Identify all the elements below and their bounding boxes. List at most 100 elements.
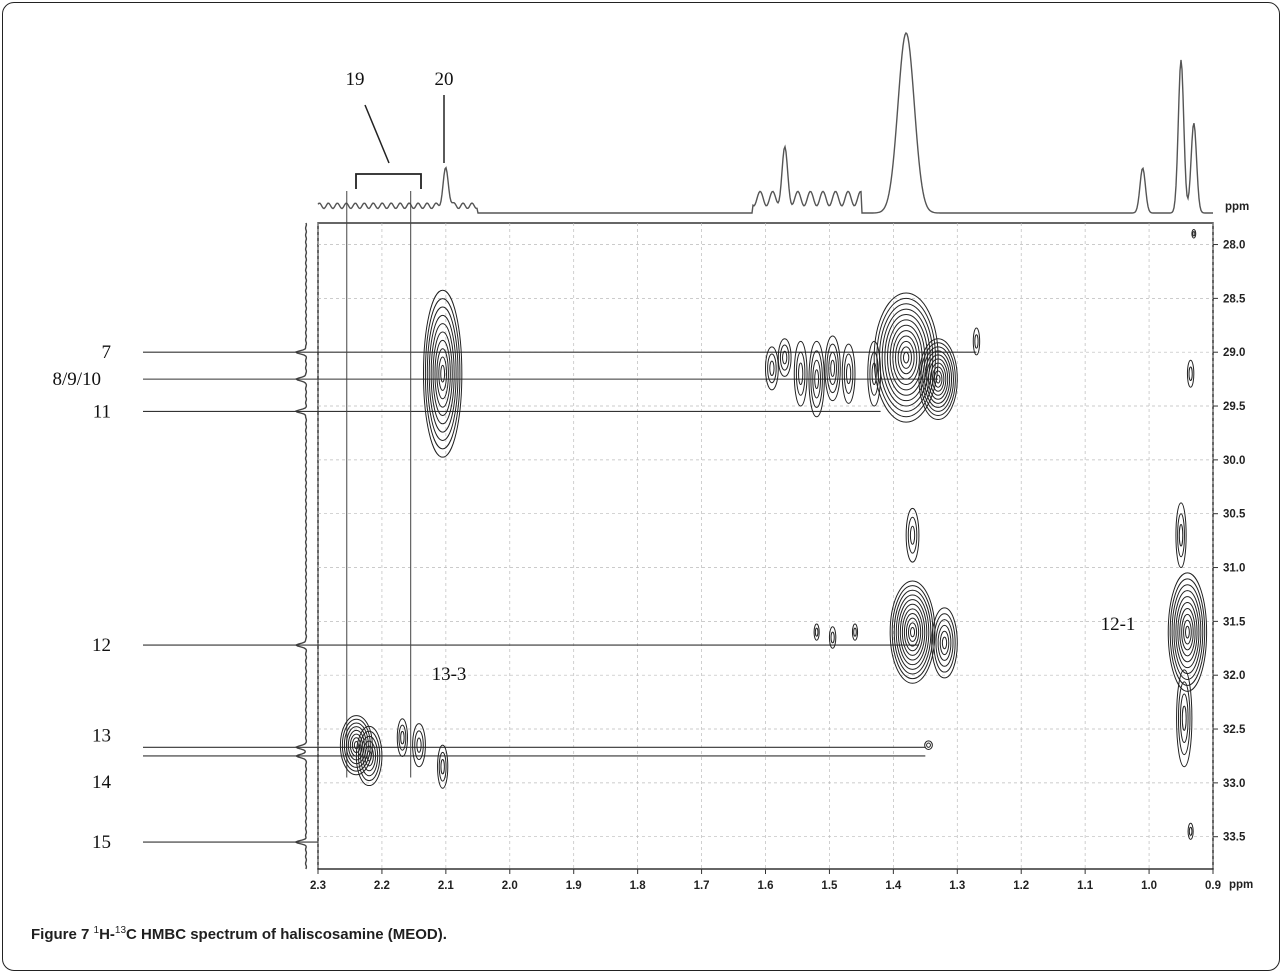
cross-peak [931, 607, 958, 679]
contour-ring [1185, 625, 1190, 639]
contour-ring [430, 323, 455, 425]
contour-ring [438, 751, 447, 782]
y-axis: 28.0 28.5 29.0 29.5 30.0 30.5 31.0 31.5 32.0 32.5… [1213, 240, 1246, 844]
contour-ring [928, 358, 949, 400]
cross-peak [824, 335, 841, 402]
x-tick-label: 1.3 [949, 880, 965, 892]
x-tick-label: 1.4 [885, 880, 902, 892]
x-tick-label: 2.1 [438, 880, 455, 892]
contour-ring [432, 331, 453, 416]
contour-ring [1187, 822, 1194, 840]
contour-ring [895, 594, 930, 670]
contour-ring [343, 722, 369, 768]
cross-peaks [339, 228, 1208, 840]
x-tick-label: 1.0 [1141, 880, 1157, 892]
contour-ring [924, 350, 953, 408]
carbon-label: 12 [92, 635, 111, 656]
figure-caption: Figure 7 1H-13C HMBC spectrum of halisco… [31, 925, 447, 943]
contour-ring [1176, 669, 1193, 768]
carbon-label: 11 [93, 401, 111, 422]
contour-ring [364, 745, 374, 767]
contour-ring [869, 351, 879, 396]
caption-label: Figure 7 [31, 926, 90, 943]
caption-sup-h: 1 [93, 925, 100, 936]
cross-peak [412, 723, 426, 768]
x-tick-label: 2.3 [310, 880, 326, 892]
contour-ring [871, 362, 877, 386]
caption-sup-c: 13 [114, 925, 127, 936]
cross-peak [1191, 228, 1197, 239]
contour-ring [400, 730, 405, 745]
cross-peak [1167, 572, 1208, 692]
hmbc-spectrum-plot: 2.3 2.2 2.1 2.0 1.9 1.8 1.7 1.6 1.5 1.4 1.3 1.2 1.1 1… [52, 31, 1253, 892]
contour-ring [907, 622, 918, 642]
cross-peak [972, 327, 981, 356]
contour-ring [926, 742, 931, 748]
contour-ring [424, 298, 461, 450]
contour-ring [920, 342, 956, 416]
contour-ring [779, 344, 790, 371]
contour-ring [339, 715, 373, 776]
contour-ring [765, 346, 779, 391]
y-tick-label: 32.0 [1223, 670, 1245, 682]
cross-peak [813, 623, 820, 641]
cross-peak [1176, 669, 1193, 768]
contour-ring [1178, 523, 1184, 547]
contour-ring [867, 340, 882, 407]
contour-ring [933, 370, 943, 388]
y-tick-label: 33.5 [1223, 832, 1246, 844]
contour-ring [931, 366, 945, 392]
x-tick-label: 1.1 [1077, 880, 1094, 892]
contour-ring [931, 607, 958, 679]
cross-peak [339, 715, 373, 776]
y-tick-label: 32.5 [1223, 724, 1246, 736]
contour-ring [814, 627, 819, 637]
contour-ring [1181, 613, 1194, 651]
x-tick-label: 1.9 [566, 880, 582, 892]
contour-ring [886, 319, 926, 396]
contour-ring [366, 750, 372, 762]
cross-peak [867, 340, 882, 407]
contour-ring [1181, 705, 1187, 731]
contour-ring [341, 718, 371, 772]
contour-ring [889, 324, 923, 391]
contour-ring [798, 362, 804, 386]
y-tick-label: 28.5 [1223, 293, 1246, 305]
cross-peak [793, 340, 808, 407]
caption-h: H- [99, 926, 115, 943]
contour-ring [1188, 366, 1193, 381]
contour-ring [935, 619, 954, 667]
cross-peak [828, 626, 837, 649]
x-tick-label: 0.9 [1205, 880, 1221, 892]
contour-ring [918, 338, 958, 420]
contour-ring [438, 356, 447, 391]
contour-ring [899, 603, 926, 661]
contour-ring [1167, 572, 1208, 692]
y-tick-label: 29.0 [1223, 347, 1245, 359]
contour-ring [810, 350, 823, 408]
bracket-19 [355, 173, 422, 189]
y-tick-label: 31.0 [1223, 563, 1245, 575]
y-tick-label: 29.5 [1223, 401, 1246, 413]
contour-ring [910, 626, 916, 638]
guide-lines [346, 191, 412, 778]
cross-peak [841, 343, 856, 404]
contour-ring [422, 289, 463, 458]
contour-ring [894, 335, 918, 380]
contour-ring [929, 362, 947, 396]
leader-19 [364, 104, 390, 164]
contour-ring [845, 363, 852, 385]
contour-ring [924, 740, 933, 750]
contour-ring [1179, 693, 1189, 743]
proton-labels: 19 20 [346, 69, 454, 90]
contour-ring [1183, 619, 1192, 645]
contour-ring [1175, 502, 1187, 569]
carbon-label: 8/9/10 [52, 369, 101, 390]
cross-peak [918, 338, 958, 420]
plot-annotation: 13-3 [432, 664, 467, 685]
contour-ring [974, 334, 979, 349]
contour-ring [901, 608, 924, 656]
contour-ring [937, 624, 952, 661]
cross-peak [396, 718, 408, 757]
